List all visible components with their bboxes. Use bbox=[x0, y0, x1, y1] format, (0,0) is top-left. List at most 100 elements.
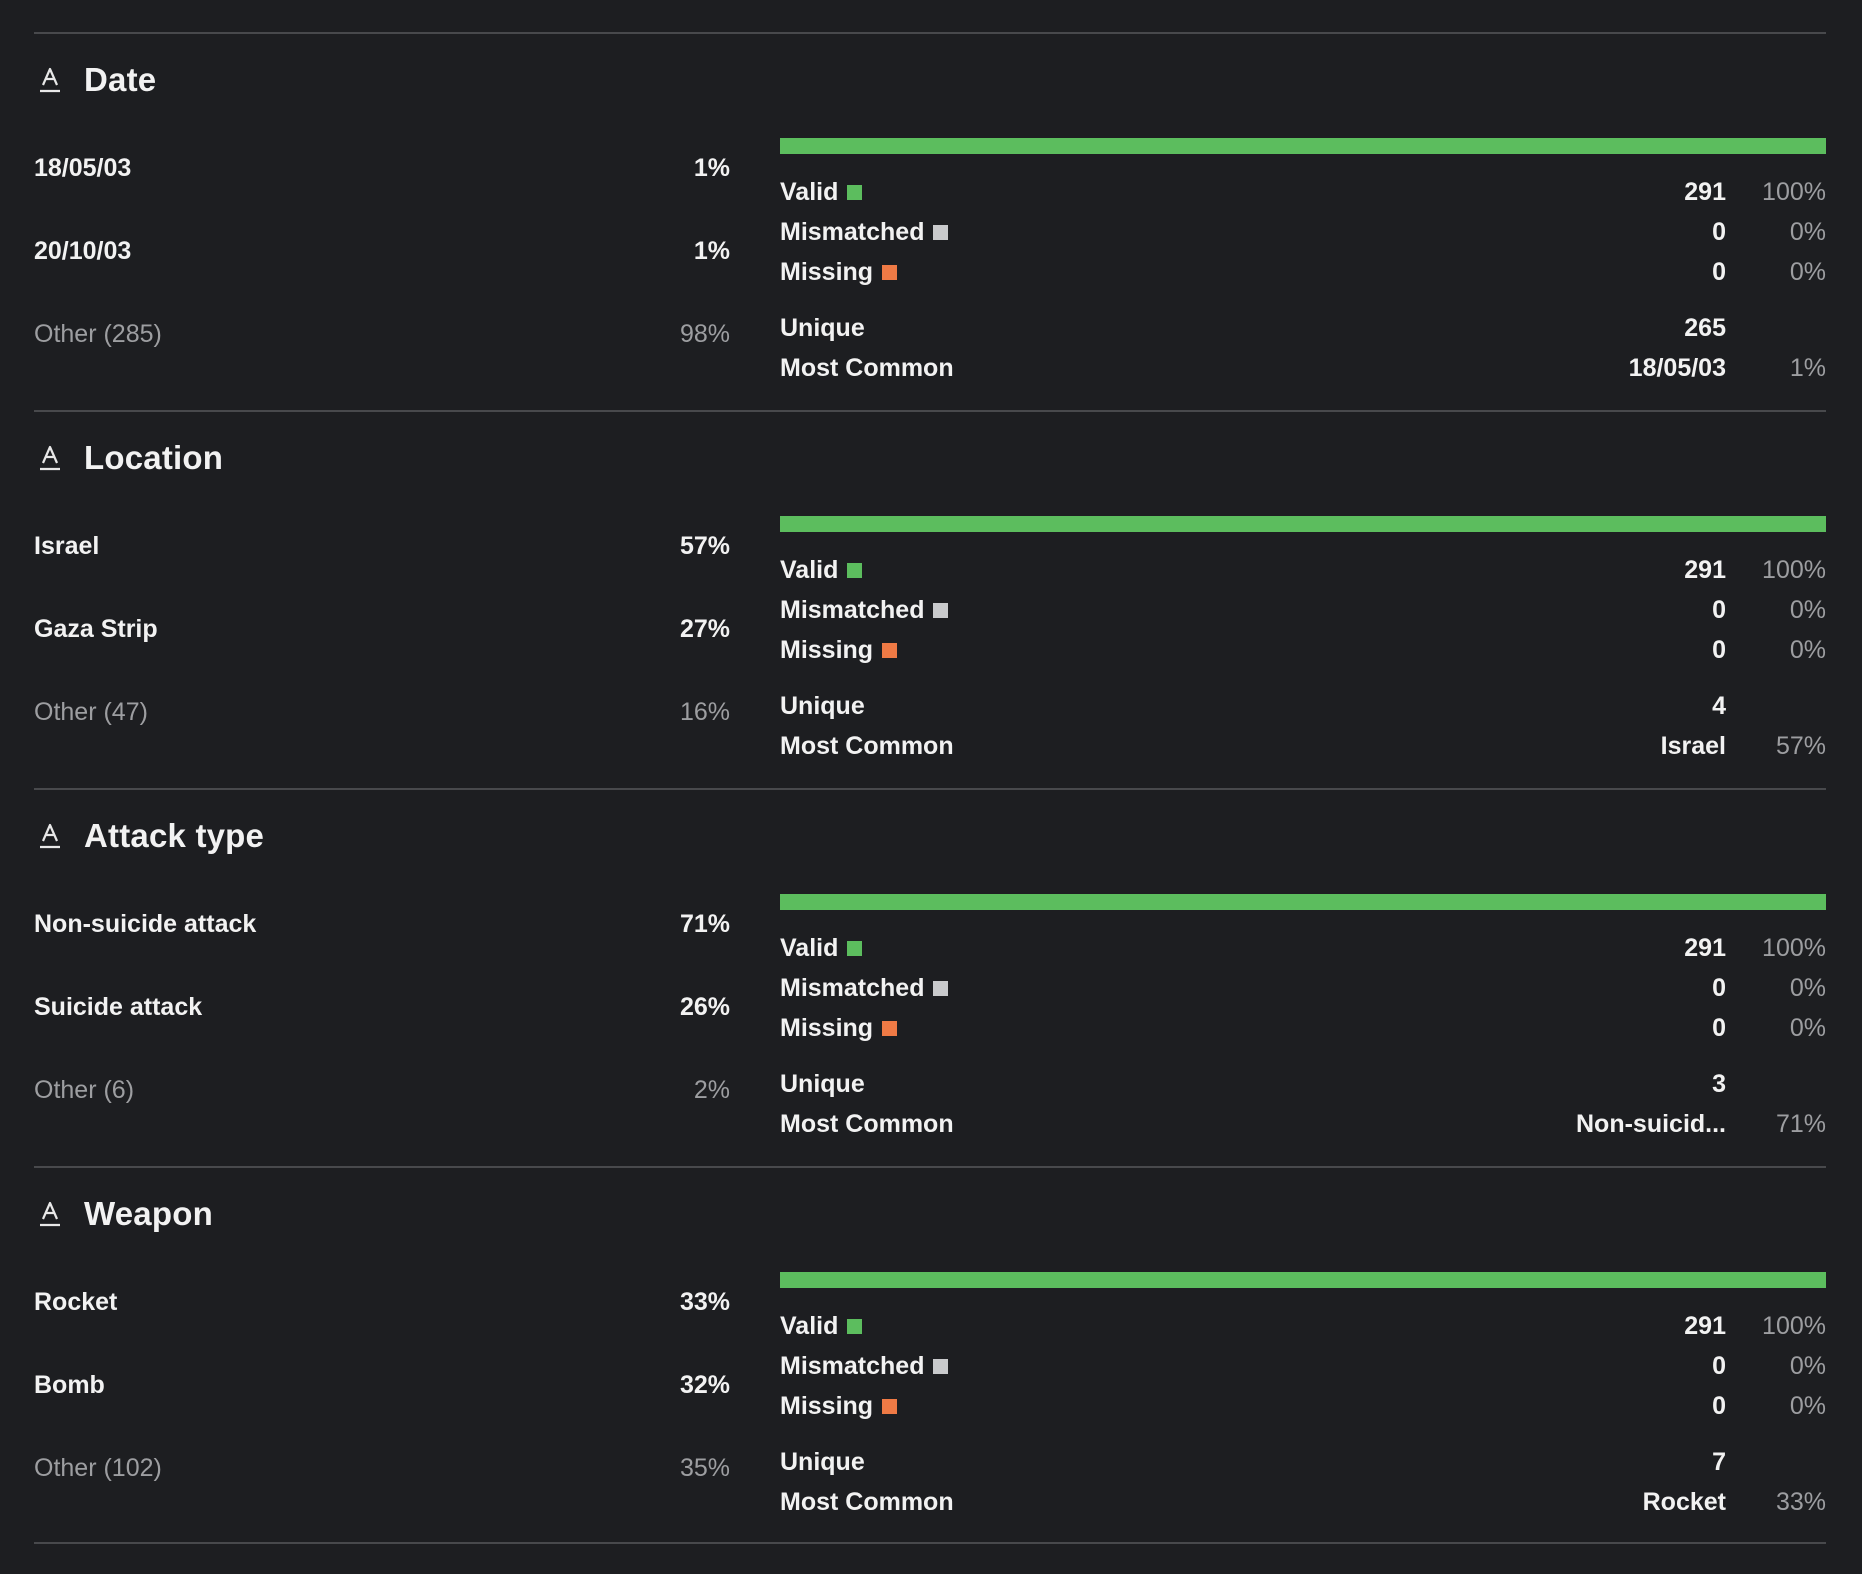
most-common-label: Most Common bbox=[780, 732, 954, 760]
unique-label: Unique bbox=[780, 692, 865, 720]
mismatched-legend-swatch bbox=[933, 980, 949, 996]
column-section-attack-type: Attack type Non-suicide attack 71% Suici… bbox=[34, 788, 1826, 1166]
top-value-label: Rocket bbox=[34, 1288, 118, 1316]
other-values-row: Other (6) 2% bbox=[34, 1076, 730, 1159]
mismatched-pct: 0% bbox=[1789, 1352, 1826, 1380]
other-values-row: Other (102) 35% bbox=[34, 1454, 730, 1537]
mismatched-legend-swatch bbox=[933, 224, 949, 240]
other-values-label: Other (47) bbox=[34, 698, 148, 726]
valid-legend-swatch bbox=[847, 1318, 863, 1334]
most-common-row: Most Common Rocket 33% bbox=[780, 1482, 1826, 1522]
top-value-row: Non-suicide attack 71% bbox=[34, 910, 730, 993]
column-title: Attack type bbox=[84, 817, 265, 854]
other-values-pct: 16% bbox=[679, 698, 730, 726]
missing-label: Missing bbox=[780, 1014, 874, 1042]
valid-label: Valid bbox=[780, 556, 839, 584]
most-common-row: Most Common 18/05/03 1% bbox=[780, 348, 1826, 388]
valid-row: Valid 291 100% bbox=[780, 928, 1826, 968]
valid-legend-swatch bbox=[847, 562, 863, 578]
validity-bar-fill bbox=[780, 1272, 1826, 1288]
missing-legend-swatch bbox=[882, 1398, 898, 1414]
top-value-row: Rocket 33% bbox=[34, 1288, 730, 1371]
valid-pct: 100% bbox=[1762, 178, 1826, 206]
top-value-label: 18/05/03 bbox=[34, 154, 132, 182]
top-value-label: Israel bbox=[34, 532, 100, 560]
valid-pct: 100% bbox=[1762, 556, 1826, 584]
unique-row: Unique 4 bbox=[780, 686, 1826, 726]
top-value-row: Israel 57% bbox=[34, 532, 730, 615]
valid-legend-swatch bbox=[847, 940, 863, 956]
top-value-pct: 57% bbox=[679, 532, 730, 560]
top-values-list: Israel 57% Gaza Strip 27% Other (47) 16% bbox=[34, 532, 730, 781]
column-stats: Valid 291 100% Mismatched 0 0% bbox=[780, 138, 1826, 388]
valid-row: Valid 291 100% bbox=[780, 1306, 1826, 1346]
missing-count: 0 bbox=[1712, 1392, 1726, 1420]
missing-label: Missing bbox=[780, 1392, 874, 1420]
validity-bar bbox=[780, 894, 1826, 910]
validity-bar-fill bbox=[780, 894, 1826, 910]
top-value-row: Suicide attack 26% bbox=[34, 993, 730, 1076]
unique-count: 265 bbox=[1684, 314, 1726, 342]
mismatched-count: 0 bbox=[1712, 218, 1726, 246]
mismatched-label: Mismatched bbox=[780, 596, 925, 624]
unique-row: Unique 7 bbox=[780, 1442, 1826, 1482]
missing-count: 0 bbox=[1712, 636, 1726, 664]
column-section-date: Date 18/05/03 1% 20/10/03 1% Other (285)… bbox=[34, 32, 1826, 410]
mismatched-count: 0 bbox=[1712, 596, 1726, 624]
mismatched-row: Mismatched 0 0% bbox=[780, 590, 1826, 630]
mismatched-pct: 0% bbox=[1789, 596, 1826, 624]
unique-label: Unique bbox=[780, 314, 865, 342]
missing-row: Missing 0 0% bbox=[780, 1386, 1826, 1426]
most-common-pct: 71% bbox=[1775, 1110, 1826, 1138]
top-value-row: 18/05/03 1% bbox=[34, 154, 730, 237]
missing-pct: 0% bbox=[1789, 258, 1826, 286]
mismatched-row: Mismatched 0 0% bbox=[780, 1346, 1826, 1386]
column-header: Location bbox=[34, 438, 223, 478]
other-values-row: Other (47) 16% bbox=[34, 698, 730, 781]
top-value-pct: 32% bbox=[679, 1371, 730, 1399]
unique-count: 3 bbox=[1712, 1070, 1726, 1098]
missing-label: Missing bbox=[780, 636, 874, 664]
unique-label: Unique bbox=[780, 1070, 865, 1098]
unique-count: 4 bbox=[1712, 692, 1726, 720]
column-section-location: Location Israel 57% Gaza Strip 27% Other… bbox=[34, 410, 1826, 788]
most-common-label: Most Common bbox=[780, 354, 954, 382]
valid-label: Valid bbox=[780, 1312, 839, 1340]
most-common-pct: 33% bbox=[1775, 1488, 1826, 1516]
unique-count: 7 bbox=[1712, 1448, 1726, 1476]
validity-bar bbox=[780, 516, 1826, 532]
other-values-label: Other (6) bbox=[34, 1076, 135, 1104]
missing-label: Missing bbox=[780, 258, 874, 286]
top-value-label: Bomb bbox=[34, 1371, 105, 1399]
missing-count: 0 bbox=[1712, 1014, 1726, 1042]
mismatched-legend-swatch bbox=[933, 602, 949, 618]
validity-bar bbox=[780, 1272, 1826, 1288]
valid-label: Valid bbox=[780, 178, 839, 206]
most-common-value: Israel bbox=[1660, 732, 1726, 760]
most-common-label: Most Common bbox=[780, 1110, 954, 1138]
top-value-label: Non-suicide attack bbox=[34, 910, 257, 938]
missing-row: Missing 0 0% bbox=[780, 252, 1826, 292]
text-type-icon bbox=[38, 822, 62, 850]
top-value-pct: 26% bbox=[679, 993, 730, 1021]
valid-count: 291 bbox=[1684, 934, 1726, 962]
valid-count: 291 bbox=[1684, 178, 1726, 206]
top-values-list: Rocket 33% Bomb 32% Other (102) 35% bbox=[34, 1288, 730, 1537]
column-profile-list: Date 18/05/03 1% 20/10/03 1% Other (285)… bbox=[34, 32, 1826, 1544]
most-common-pct: 57% bbox=[1775, 732, 1826, 760]
most-common-row: Most Common Israel 57% bbox=[780, 726, 1826, 766]
text-type-icon bbox=[38, 66, 62, 94]
top-value-label: 20/10/03 bbox=[34, 237, 132, 265]
mismatched-count: 0 bbox=[1712, 1352, 1726, 1380]
validity-bar-fill bbox=[780, 516, 1826, 532]
missing-legend-swatch bbox=[882, 264, 898, 280]
other-values-pct: 98% bbox=[679, 320, 730, 348]
top-value-pct: 1% bbox=[693, 237, 730, 265]
column-header: Weapon bbox=[34, 1194, 213, 1234]
valid-count: 291 bbox=[1684, 1312, 1726, 1340]
most-common-value: 18/05/03 bbox=[1628, 354, 1726, 382]
valid-count: 291 bbox=[1684, 556, 1726, 584]
top-value-pct: 27% bbox=[679, 615, 730, 643]
missing-legend-swatch bbox=[882, 1020, 898, 1036]
valid-pct: 100% bbox=[1762, 934, 1826, 962]
